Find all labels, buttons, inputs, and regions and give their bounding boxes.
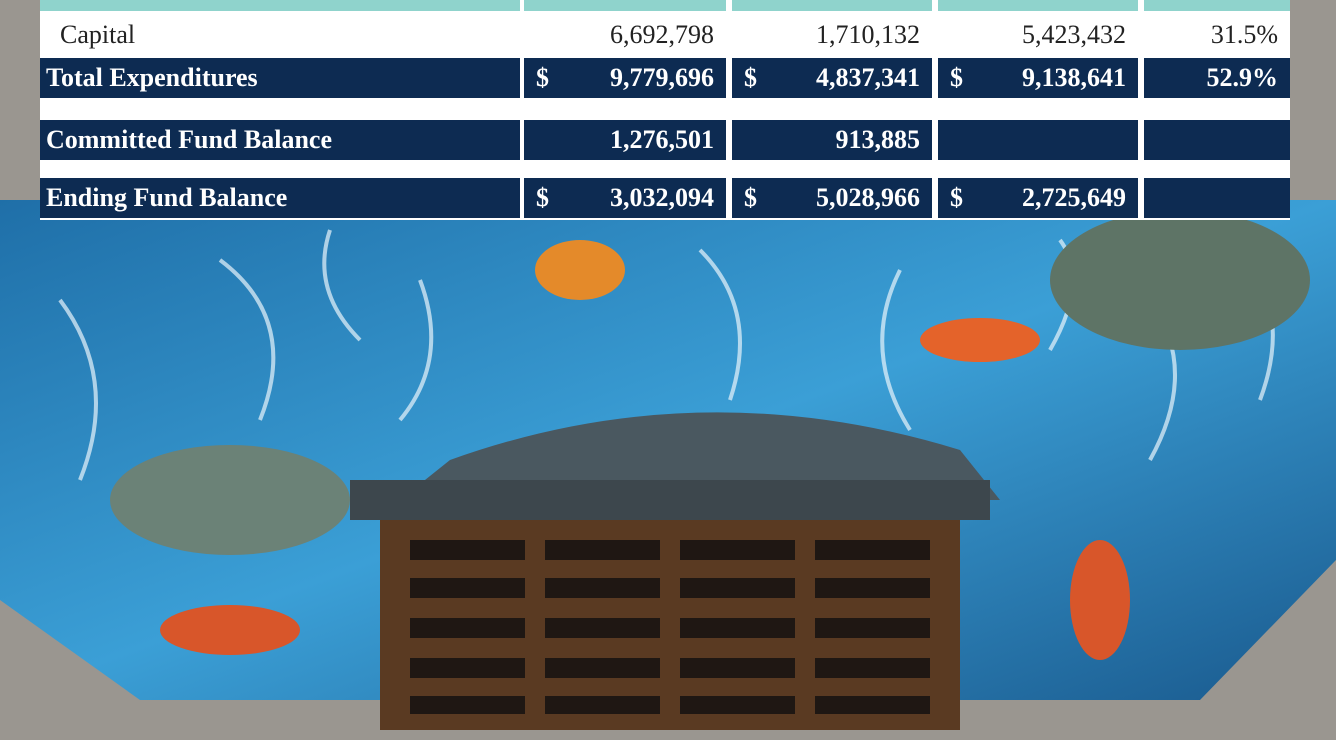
value-cell: 2,725,649$ xyxy=(938,178,1138,218)
row-label: Total Expenditures xyxy=(40,58,520,98)
value-cell: 1,710,132 xyxy=(732,15,932,55)
header-band xyxy=(938,0,1138,11)
header-band xyxy=(40,0,520,11)
value-cell: 9,779,696$ xyxy=(524,58,726,98)
currency-symbol: $ xyxy=(950,58,963,98)
row-label: Committed Fund Balance xyxy=(40,120,520,160)
currency-symbol: $ xyxy=(744,178,757,218)
value-cell: 1,276,501 xyxy=(524,120,726,160)
header-band xyxy=(524,0,726,11)
currency-symbol: $ xyxy=(536,58,549,98)
value-cell: 5,028,966$ xyxy=(732,178,932,218)
value-cell: 4,837,341$ xyxy=(732,58,932,98)
value-cell: 31.5% xyxy=(1144,15,1290,55)
value-cell: 6,692,798 xyxy=(524,15,726,55)
value-cell: 9,138,641$ xyxy=(938,58,1138,98)
header-band xyxy=(1144,0,1290,11)
empty-cell xyxy=(1144,178,1290,218)
value-cell: 913,885 xyxy=(732,120,932,160)
value-cell: 52.9% xyxy=(1144,58,1290,98)
row-label: Ending Fund Balance xyxy=(40,178,520,218)
value-cell: 5,423,432 xyxy=(938,15,1138,55)
currency-symbol: $ xyxy=(950,178,963,218)
value-cell: 3,032,094$ xyxy=(524,178,726,218)
empty-cell xyxy=(1144,120,1290,160)
empty-cell xyxy=(938,120,1138,160)
currency-symbol: $ xyxy=(536,178,549,218)
currency-symbol: $ xyxy=(744,58,757,98)
page: Capital6,692,7981,710,1325,423,43231.5% T… xyxy=(0,0,1336,740)
header-band xyxy=(732,0,932,11)
row-label: Capital xyxy=(40,15,520,55)
